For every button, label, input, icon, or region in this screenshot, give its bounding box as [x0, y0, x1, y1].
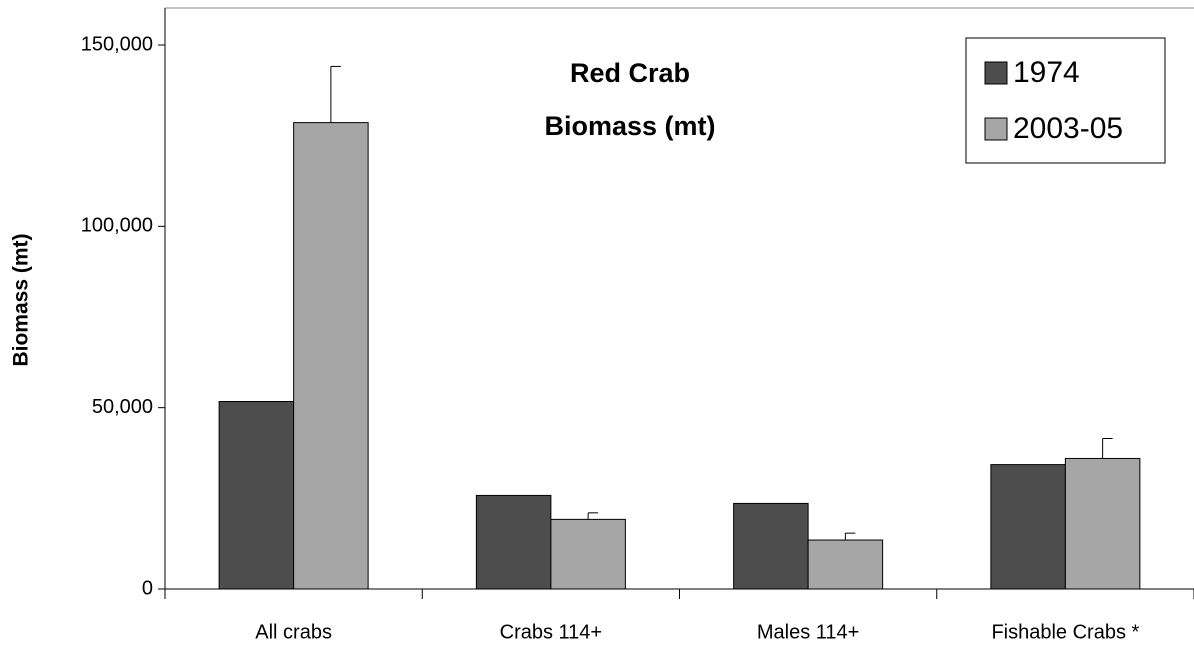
bar [218, 401, 295, 590]
legend-swatch [984, 117, 1008, 141]
y-tick-label: 50,000 [92, 396, 153, 418]
x-tick-label: Crabs 114+ [500, 621, 602, 643]
x-tick-label: Males 114+ [757, 621, 859, 643]
legend-label: 2003-05 [1013, 112, 1123, 145]
y-tick-label: 0 [142, 577, 153, 599]
bar [293, 122, 369, 590]
bar [807, 539, 884, 590]
y-tick-label: 100,000 [81, 215, 153, 237]
bar [990, 464, 1066, 590]
y-tick-label: 150,000 [81, 33, 153, 55]
chart-title: Red Crab [570, 58, 690, 88]
x-tick-label: Fishable Crabs * [991, 621, 1139, 643]
legend-box [965, 37, 1166, 164]
bar [733, 502, 809, 590]
legend-label: 1974 [1013, 56, 1080, 89]
bar [1064, 457, 1141, 590]
legend-swatch [984, 61, 1008, 85]
bar [550, 518, 626, 590]
x-tick-label: All crabs [255, 621, 332, 643]
chart-title: Biomass (mt) [544, 111, 715, 141]
bar [475, 494, 552, 590]
y-axis-label: Biomass (mt) [10, 233, 33, 366]
